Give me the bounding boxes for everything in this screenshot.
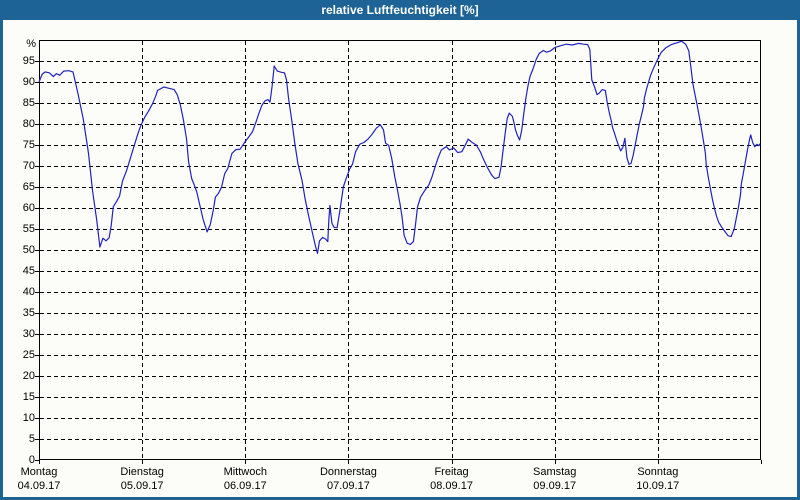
- y-tick-label-65: 65: [22, 180, 35, 193]
- x-day-label-freitag: Freitag: [434, 466, 469, 478]
- x-tick-mark-1: [142, 460, 143, 464]
- y-tick-label-55: 55: [22, 222, 35, 235]
- x-date-label-10.09.17: 10.09.17: [636, 480, 680, 492]
- y-tick-mark-55: [35, 229, 39, 230]
- y-tick-mark-15: [35, 397, 39, 398]
- window-border-bottom: [0, 497, 800, 500]
- y-tick-mark-25: [35, 355, 39, 356]
- y-tick-mark-75: [35, 145, 39, 146]
- y-tick-mark-60: [35, 208, 39, 209]
- y-tick-label-10: 10: [22, 411, 35, 424]
- x-tick-mark-7: [761, 460, 762, 464]
- x-date-label-08.09.17: 08.09.17: [430, 480, 473, 492]
- y-tick-label-85: 85: [22, 96, 35, 109]
- x-day-label-montag: Montag: [20, 466, 58, 478]
- y-tick-mark-20: [35, 376, 39, 377]
- y-tick-mark-35: [35, 313, 39, 314]
- y-tick-label-95: 95: [22, 54, 35, 67]
- x-day-label-samstag: Samstag: [532, 466, 577, 478]
- humidity-line: [38, 40, 761, 254]
- y-tick-mark-70: [35, 166, 39, 167]
- y-tick-mark-10: [35, 418, 39, 419]
- y-tick-label-70: 70: [22, 159, 35, 172]
- y-tick-mark-85: [35, 103, 39, 104]
- x-day-label-donnerstag: Donnerstag: [319, 466, 377, 478]
- y-tick-mark-90: [35, 82, 39, 83]
- y-tick-mark-50: [35, 250, 39, 251]
- x-day-label-sonntag: Sonntag: [637, 466, 679, 478]
- y-tick-mark-30: [35, 334, 39, 335]
- x-tick-mark-3: [348, 460, 349, 464]
- y-tick-mark-0: [35, 460, 39, 461]
- y-tick-label-5: 5: [28, 432, 35, 445]
- x-tick-mark-4: [452, 460, 453, 464]
- y-tick-label-80: 80: [22, 117, 35, 130]
- x-tick-mark-2: [245, 460, 246, 464]
- y-tick-label-20: 20: [22, 369, 35, 382]
- y-tick-label-30: 30: [22, 327, 35, 340]
- y-tick-mark-95: [35, 61, 39, 62]
- x-date-label-05.09.17: 05.09.17: [120, 480, 164, 492]
- y-axis-unit-label: %: [26, 38, 36, 50]
- x-date-label-07.09.17: 07.09.17: [327, 480, 370, 492]
- title-bar: relative Luftfeuchtigkeit [%]: [0, 0, 800, 20]
- x-tick-mark-0: [39, 460, 40, 464]
- y-tick-label-40: 40: [22, 285, 35, 298]
- x-date-label-06.09.17: 06.09.17: [223, 480, 267, 492]
- y-tick-mark-5: [35, 439, 39, 440]
- y-tick-mark-80: [35, 124, 39, 125]
- x-day-label-dienstag: Dienstag: [120, 466, 164, 478]
- y-tick-label-35: 35: [22, 306, 35, 319]
- y-tick-label-45: 45: [22, 264, 35, 277]
- y-tick-label-15: 15: [22, 390, 35, 403]
- x-tick-mark-6: [658, 460, 659, 464]
- y-tick-mark-40: [35, 292, 39, 293]
- x-date-label-09.09.17: 09.09.17: [533, 480, 577, 492]
- y-tick-label-75: 75: [22, 138, 35, 151]
- x-date-label-04.09.17: 04.09.17: [17, 480, 61, 492]
- window-border-right: [797, 20, 800, 500]
- y-tick-mark-65: [35, 187, 39, 188]
- x-tick-mark-5: [555, 460, 556, 464]
- y-tick-label-60: 60: [22, 201, 35, 214]
- plot-border: [39, 40, 761, 460]
- y-tick-mark-45: [35, 271, 39, 272]
- window-title: relative Luftfeuchtigkeit [%]: [321, 3, 479, 17]
- y-tick-label-90: 90: [22, 75, 35, 88]
- window-border-left: [0, 20, 3, 500]
- y-tick-label-0: 0: [28, 453, 35, 466]
- x-day-label-mittwoch: Mittwoch: [223, 466, 267, 478]
- chart-plot-area: [38, 40, 761, 460]
- y-tick-label-25: 25: [22, 348, 35, 361]
- y-tick-label-50: 50: [22, 243, 35, 256]
